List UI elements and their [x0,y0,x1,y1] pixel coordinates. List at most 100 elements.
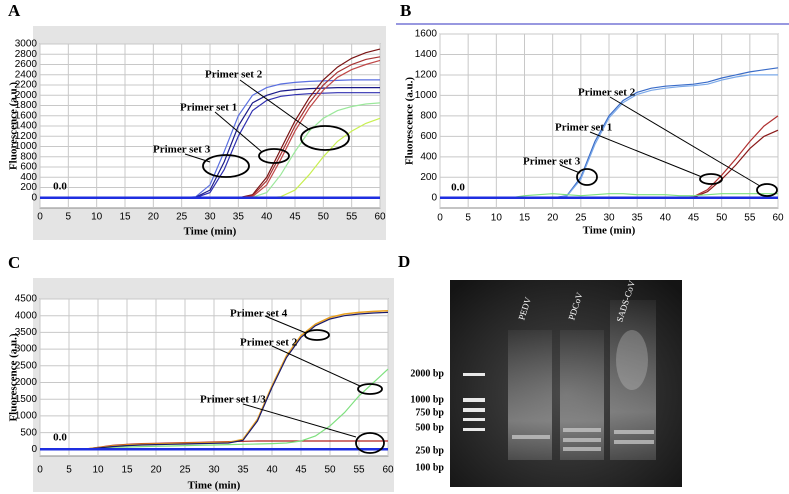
annotation: 0.0 [53,181,67,193]
x-tick-label: 60 [374,212,386,223]
x-tick-label: 55 [346,212,358,223]
x-tick-label: 10 [91,212,103,223]
panel-label: C [8,253,20,272]
y-tick-label: 2400 [15,69,38,80]
x-tick-label: 55 [744,213,756,224]
y-axis-title: Fluorescence (a.u.) [8,82,20,170]
band [463,418,485,421]
y-tick-label: 2500 [15,360,38,371]
annotation: Primer set 2 [578,87,636,99]
y-tick-label: 1800 [15,100,38,111]
y-tick-label: 400 [420,151,437,162]
band [563,428,601,432]
x-tick-label: 5 [465,213,471,224]
x-tick-label: 20 [547,213,559,224]
x-tick-label: 15 [519,213,531,224]
annotation-pointer [559,164,581,174]
x-tick-label: 25 [575,213,587,224]
x-tick-label: 35 [233,212,245,223]
sample-bands [512,330,654,451]
y-tick-label: 3500 [15,327,38,338]
annotation-ellipse [355,432,385,454]
data-line [40,311,389,450]
band [463,428,485,431]
y-tick-label: 1000 [415,90,438,101]
x-tick-label: 30 [208,465,220,476]
y-tick-label: 600 [20,162,37,173]
x-tick-label: 40 [266,465,278,476]
panel-label: D [398,252,410,271]
y-tick-label: 0 [31,192,37,203]
y-tick-label: 4000 [15,310,38,321]
x-tick-label: 20 [150,465,162,476]
x-tick-label: 20 [148,212,160,223]
band [614,440,654,444]
y-tick-label: 800 [20,151,37,162]
y-tick-label: 2000 [15,90,38,101]
ladder-label: 500 bp [415,422,444,433]
y-tick-label: 1200 [15,131,38,142]
annotation-ellipse [699,173,723,185]
x-tick-label: 40 [660,213,672,224]
x-tick-label: 45 [688,213,700,224]
ladder-label: 250 bp [415,445,444,456]
x-tick-label: 35 [632,213,644,224]
x-tick-label: 10 [92,465,104,476]
y-tick-label: 800 [420,111,437,122]
y-tick-label: 2600 [15,59,38,70]
x-tick-label: 0 [37,212,43,223]
ladder-label: 1000 bp [410,394,444,405]
annotation: Primer set 2 [205,69,263,81]
y-axis-title: Fluorescence (a.u.) [8,333,20,421]
y-tick-label: 2200 [15,80,38,91]
band [563,438,601,442]
x-tick-label: 40 [261,212,273,223]
ladder-bands [463,373,485,431]
y-tick-label: 2800 [15,49,38,60]
annotation: 0.0 [451,182,465,194]
annotation-pointer [264,315,307,334]
y-axis-title: Fluorescence (a.u.) [404,77,416,165]
annotation: Primer set 3 [153,144,211,156]
x-tick-label: 45 [295,465,307,476]
y-tick-label: 1000 [15,411,38,422]
x-tick-label: 55 [353,465,365,476]
band [463,398,485,402]
x-axis-title: Time (min) [583,225,636,237]
annotation-pointer [239,79,311,131]
annotation-ellipse [202,154,250,178]
y-tick-label: 500 [20,427,37,438]
x-tick-label: 50 [716,213,728,224]
band [563,447,601,451]
band [614,430,654,434]
panel-label: A [8,1,21,20]
ladder-label: 100 bp [415,462,444,473]
ladder-label: 750 bp [415,407,444,418]
y-tick-label: 1200 [415,70,438,81]
x-tick-label: 35 [237,465,249,476]
annotation: Primer set 3 [523,156,581,168]
annotation-pointer [609,96,761,187]
y-tick-label: 200 [20,182,37,193]
y-tick-label: 1500 [15,394,38,405]
annotation-pointer [271,345,361,387]
x-tick-label: 15 [121,465,133,476]
annotation-pointer [589,131,703,178]
x-tick-label: 45 [289,212,301,223]
x-tick-label: 0 [37,465,43,476]
charts: A020040060080010001200140016001800200022… [8,1,784,492]
smear [616,330,648,390]
y-tick-label: 3000 [15,344,38,355]
annotation: Primer set 1 [555,122,612,134]
annotation: Primer set 1/3 [200,394,266,406]
x-tick-label: 0 [437,213,443,224]
panel-label: B [400,1,411,20]
y-tick-label: 200 [420,172,437,183]
annotation-pointer [242,403,357,438]
annotation-pointer [214,111,263,153]
annotation-ellipse [300,125,350,151]
annotation-ellipse [576,168,598,186]
annotation-ellipse [756,183,778,197]
annotation: Primer set 4 [230,308,288,320]
x-tick-label: 5 [66,212,72,223]
